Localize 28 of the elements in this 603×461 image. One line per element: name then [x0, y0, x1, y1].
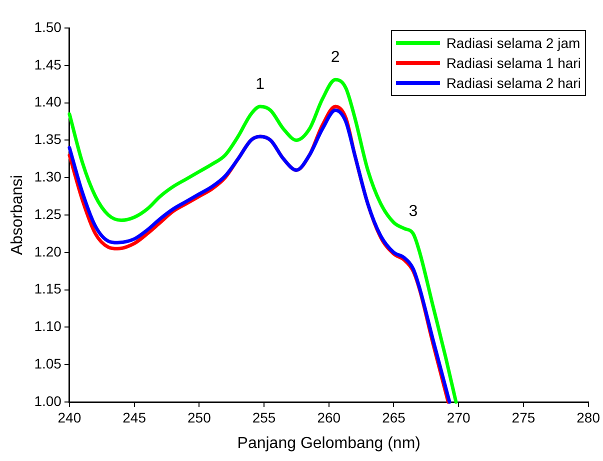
x-axis-title: Panjang Gelombang (nm) — [237, 434, 420, 452]
x-tick-label: 265 — [382, 409, 406, 426]
legend-label: Radiasi selama 2 jam — [446, 35, 580, 51]
y-tick-label: 1.05 — [34, 355, 62, 372]
y-tick-label: 1.25 — [34, 206, 62, 222]
x-tick-label: 270 — [446, 409, 470, 426]
y-tick-label: 1.50 — [34, 18, 62, 35]
x-tick-label: 280 — [576, 409, 600, 426]
y-tick-label: 1.20 — [34, 243, 62, 260]
x-tick-label: 240 — [58, 409, 82, 426]
x-tick-label: 255 — [252, 409, 276, 426]
y-tick-label: 1.40 — [34, 94, 62, 110]
y-axis-title: Absorbansi — [9, 174, 26, 256]
annotation: 1 — [256, 76, 265, 93]
y-tick-label: 1.30 — [34, 168, 62, 184]
y-tick-label: 1.45 — [34, 56, 62, 72]
x-tick-label: 245 — [122, 409, 146, 426]
legend-label: Radiasi selama 2 hari — [446, 75, 581, 91]
x-tick-label: 250 — [187, 409, 212, 426]
y-tick-label: 1.15 — [34, 280, 62, 297]
y-tick-label: 1.35 — [34, 131, 62, 148]
annotation: 3 — [408, 203, 418, 220]
annotation: 2 — [330, 49, 340, 66]
x-tick-label: 275 — [512, 409, 536, 426]
y-tick-label: 1.10 — [34, 318, 62, 334]
legend-label: Radiasi selama 1 hari — [446, 55, 581, 71]
x-tick-label: 260 — [317, 409, 341, 426]
y-tick-label: 1.00 — [34, 392, 62, 409]
